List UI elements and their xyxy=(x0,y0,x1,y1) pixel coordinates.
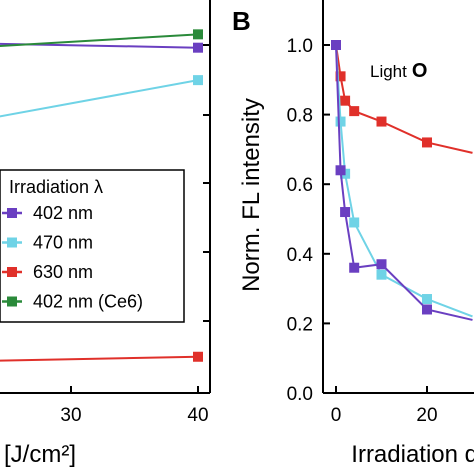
panel-b-y-tick-label: 0.2 xyxy=(287,314,313,335)
panel-a-x-tick-label: 30 xyxy=(60,405,81,426)
panel-b-data-point xyxy=(340,95,351,106)
panel-a-chart: 30 40 Irradiation λ 402 nm 470 nm 630 nm 402… xyxy=(0,0,211,468)
panel-b-data-point xyxy=(376,116,387,127)
panel-b-x-tick-label: 20 xyxy=(416,405,437,426)
legend-box xyxy=(0,169,185,323)
panel-b-data-point xyxy=(349,217,360,228)
panel-a-data-point xyxy=(193,351,203,362)
legend-entry: 402 nm xyxy=(33,203,93,223)
panel-a-x-label: [J/cm²] xyxy=(4,441,76,468)
panel-b-series-line xyxy=(335,44,473,318)
panel-b-data-point xyxy=(335,71,346,82)
panel-b-data-point xyxy=(376,269,387,280)
panel-b-y-tick-label: 0.8 xyxy=(287,106,313,127)
panel-a-series-line xyxy=(0,42,199,49)
panel-a-legend: Irradiation λ 402 nm 470 nm 630 nm 402 nm (… xyxy=(0,169,185,323)
panel-b-data-point xyxy=(422,304,432,315)
panel-b-data-point xyxy=(349,106,360,117)
legend-marker xyxy=(7,267,17,277)
panel-b-y-tick-label: 1.0 xyxy=(287,36,313,57)
panel-a-series-line xyxy=(0,33,199,47)
panel-b-annotation: Light O xyxy=(370,60,427,82)
panel-b-y-tick-label: 0.0 xyxy=(287,384,313,405)
panel-b-data-point xyxy=(376,259,387,270)
panel-b-data-point xyxy=(340,207,351,218)
panel-b-chart: B 0 20 0.0 0.2 0.4 0.6 0.8 1.0 Light O Norm. FL … xyxy=(232,0,474,468)
panel-b-y-tick-label: 0.4 xyxy=(287,245,314,266)
panel-b-data-point xyxy=(335,116,346,127)
panel-b-label: B xyxy=(232,6,251,36)
panel-b-y-tick-label: 0.6 xyxy=(287,175,313,196)
panel-b-data-point xyxy=(331,40,341,50)
legend-title: Irradiation λ xyxy=(9,177,103,197)
legend-marker xyxy=(7,296,17,307)
panel-a-x-tick-label: 40 xyxy=(187,405,208,426)
panel-a-data-point xyxy=(193,42,203,53)
panel-b-data-point xyxy=(335,165,346,176)
panel-b-x-label: Irradiation dose xyxy=(351,441,474,468)
panel-a-series-line xyxy=(0,355,199,362)
panel-a-series-line xyxy=(0,79,199,118)
panel-a-data-point xyxy=(193,75,203,86)
panel-b-x-tick-label: 0 xyxy=(331,405,342,426)
panel-a-data-point xyxy=(193,29,203,40)
panel-b-data-point xyxy=(422,294,432,305)
legend-entry: 470 nm xyxy=(33,233,93,253)
panel-b-series-line xyxy=(335,44,473,321)
legend-marker xyxy=(7,237,17,248)
legend-entry: 630 nm xyxy=(33,262,93,282)
panel-b-data-point xyxy=(349,262,360,273)
legend-marker xyxy=(7,208,17,218)
panel-b-data-point xyxy=(422,137,432,148)
legend-entry: 402 nm (Ce6) xyxy=(33,292,143,312)
panel-b-y-label: Norm. FL intensity xyxy=(238,98,265,292)
